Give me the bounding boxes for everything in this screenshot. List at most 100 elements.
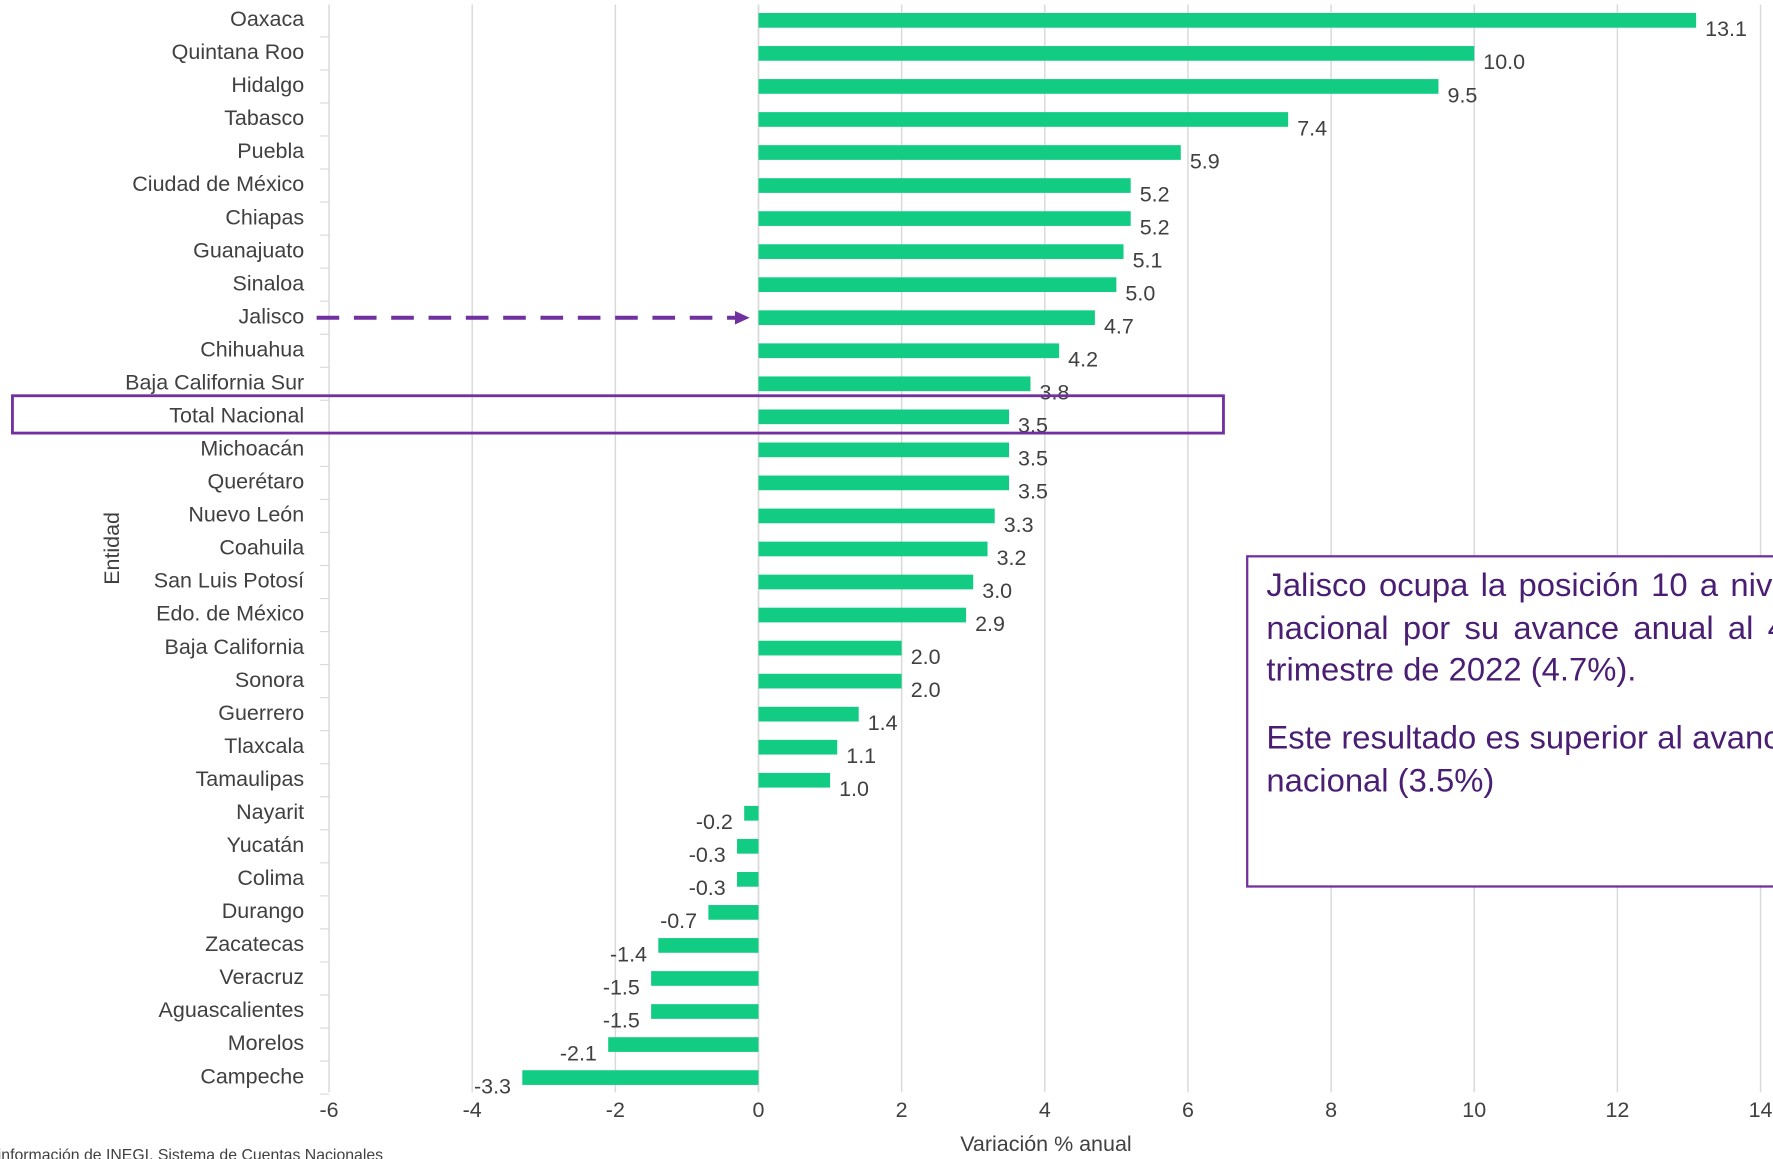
y-tick-label: Tlaxcala: [224, 734, 304, 758]
value-label: 1.4: [868, 711, 898, 735]
y-tick-label: Baja California Sur: [125, 370, 304, 394]
bar: [758, 442, 1010, 458]
bar: [758, 145, 1181, 160]
y-tick-label: Guerrero: [218, 701, 304, 725]
y-tick-label: Querétaro: [208, 470, 305, 494]
y-tick-label: Ciudad de México: [132, 172, 304, 196]
bars: Oaxaca 13.1 Quintana Roo 10.0 Hidalgo 9.5 Taba…: [125, 7, 1747, 1098]
value-label: 3.5: [1018, 447, 1048, 471]
bar: [708, 905, 759, 920]
value-label: -1.4: [610, 942, 647, 966]
y-tick-label: Baja California: [165, 635, 305, 659]
value-label: 1.1: [846, 744, 876, 768]
value-label: 5.1: [1133, 248, 1163, 272]
y-tick-label: Tabasco: [224, 106, 304, 130]
x-tick-label: 14: [1749, 1098, 1773, 1122]
y-tick-label: Chiapas: [225, 205, 304, 229]
value-label: -1.5: [603, 1008, 640, 1032]
value-label: 5.0: [1125, 282, 1155, 306]
y-tick-label: Guanajuato: [193, 238, 304, 262]
y-tick-label: Jalisco: [239, 304, 305, 328]
value-label: 13.1: [1705, 17, 1747, 41]
bar: [758, 673, 902, 689]
bar: [758, 772, 831, 788]
bar: [758, 112, 1289, 127]
bar: [758, 739, 838, 755]
y-axis-label: Entidad: [100, 512, 124, 585]
x-axis-label: Variación % anual: [960, 1132, 1131, 1156]
note-1: Jalisco ocupa la posición 10 a nivel nac…: [1266, 567, 1773, 690]
value-label: 2.0: [911, 645, 941, 669]
bar: [744, 805, 759, 821]
x-tick-label: 10: [1462, 1098, 1486, 1122]
bar: [522, 1070, 759, 1085]
value-label: -0.3: [689, 876, 726, 900]
y-tick-label: Total Nacional: [169, 403, 304, 427]
y-tick-label: Campeche: [200, 1064, 304, 1088]
bar: [758, 541, 988, 557]
value-label: 2.0: [911, 678, 941, 702]
bar: [758, 277, 1117, 293]
y-tick-label: Oaxaca: [230, 7, 304, 31]
value-label: 3.3: [1004, 513, 1034, 537]
bar: [608, 1037, 759, 1052]
value-label: 7.4: [1297, 116, 1327, 140]
value-label: 5.2: [1140, 215, 1170, 239]
x-tick-label: 6: [1182, 1098, 1194, 1122]
note-text: Jalisco ocupa la posición 10 a nivel nac…: [1266, 565, 1773, 803]
y-tick-label: Sonora: [235, 668, 304, 692]
value-label: 9.5: [1448, 83, 1478, 107]
note-box: [1246, 555, 1773, 888]
y-tick-label: Veracruz: [219, 965, 304, 989]
x-tick-label: 8: [1325, 1098, 1337, 1122]
bar: [758, 343, 1060, 359]
value-label: 3.5: [1018, 480, 1048, 504]
highlight-box: [11, 394, 1225, 435]
x-tick-label: -2: [606, 1098, 625, 1122]
bar: [758, 46, 1475, 61]
bar: [758, 376, 1031, 392]
bar: [651, 1004, 759, 1019]
bar: [758, 574, 974, 590]
bar: [758, 244, 1124, 259]
x-tick-label: 2: [896, 1098, 908, 1122]
value-label: 3.8: [1040, 381, 1070, 405]
y-tick-label: Morelos: [228, 1031, 304, 1055]
bar: [758, 706, 859, 722]
value-label: -0.2: [696, 810, 733, 834]
value-label: -2.1: [560, 1041, 597, 1065]
y-tick-label: Yucatán: [227, 833, 305, 857]
y-tick-label: Hidalgo: [231, 73, 304, 97]
bar: [758, 211, 1131, 226]
value-label: -0.7: [660, 909, 697, 933]
bar: [651, 971, 759, 986]
value-label: -0.3: [689, 843, 726, 867]
y-tick-label: Tamaulipas: [196, 767, 305, 791]
x-tick-label: -6: [320, 1098, 339, 1122]
bar: [758, 13, 1697, 28]
y-tick-label: Zacatecas: [205, 932, 304, 956]
value-label: 10.0: [1483, 50, 1525, 74]
value-label: -1.5: [603, 975, 640, 999]
bar: [758, 310, 1095, 326]
value-label: 3.2: [997, 546, 1027, 570]
bar: [758, 178, 1131, 193]
bar: [737, 872, 759, 887]
bar: [758, 409, 1010, 425]
x-tick-label: 4: [1039, 1098, 1051, 1122]
bar: [658, 938, 759, 953]
y-tick-label: Quintana Roo: [172, 40, 305, 64]
x-tick-label: 12: [1605, 1098, 1629, 1122]
y-tick-label: Colima: [237, 866, 304, 890]
bar: [758, 640, 902, 656]
y-tick-label: Nuevo León: [188, 503, 304, 527]
value-label: 3.0: [982, 579, 1012, 603]
value-label: 5.9: [1190, 149, 1220, 173]
bar: [758, 508, 995, 524]
x-tick-label: -4: [463, 1098, 482, 1122]
source: información de INEGI. Sistema de Cuentas…: [0, 1147, 383, 1159]
y-tick-label: Chihuahua: [200, 337, 304, 361]
bar: [758, 475, 1010, 491]
bar: [758, 79, 1439, 94]
